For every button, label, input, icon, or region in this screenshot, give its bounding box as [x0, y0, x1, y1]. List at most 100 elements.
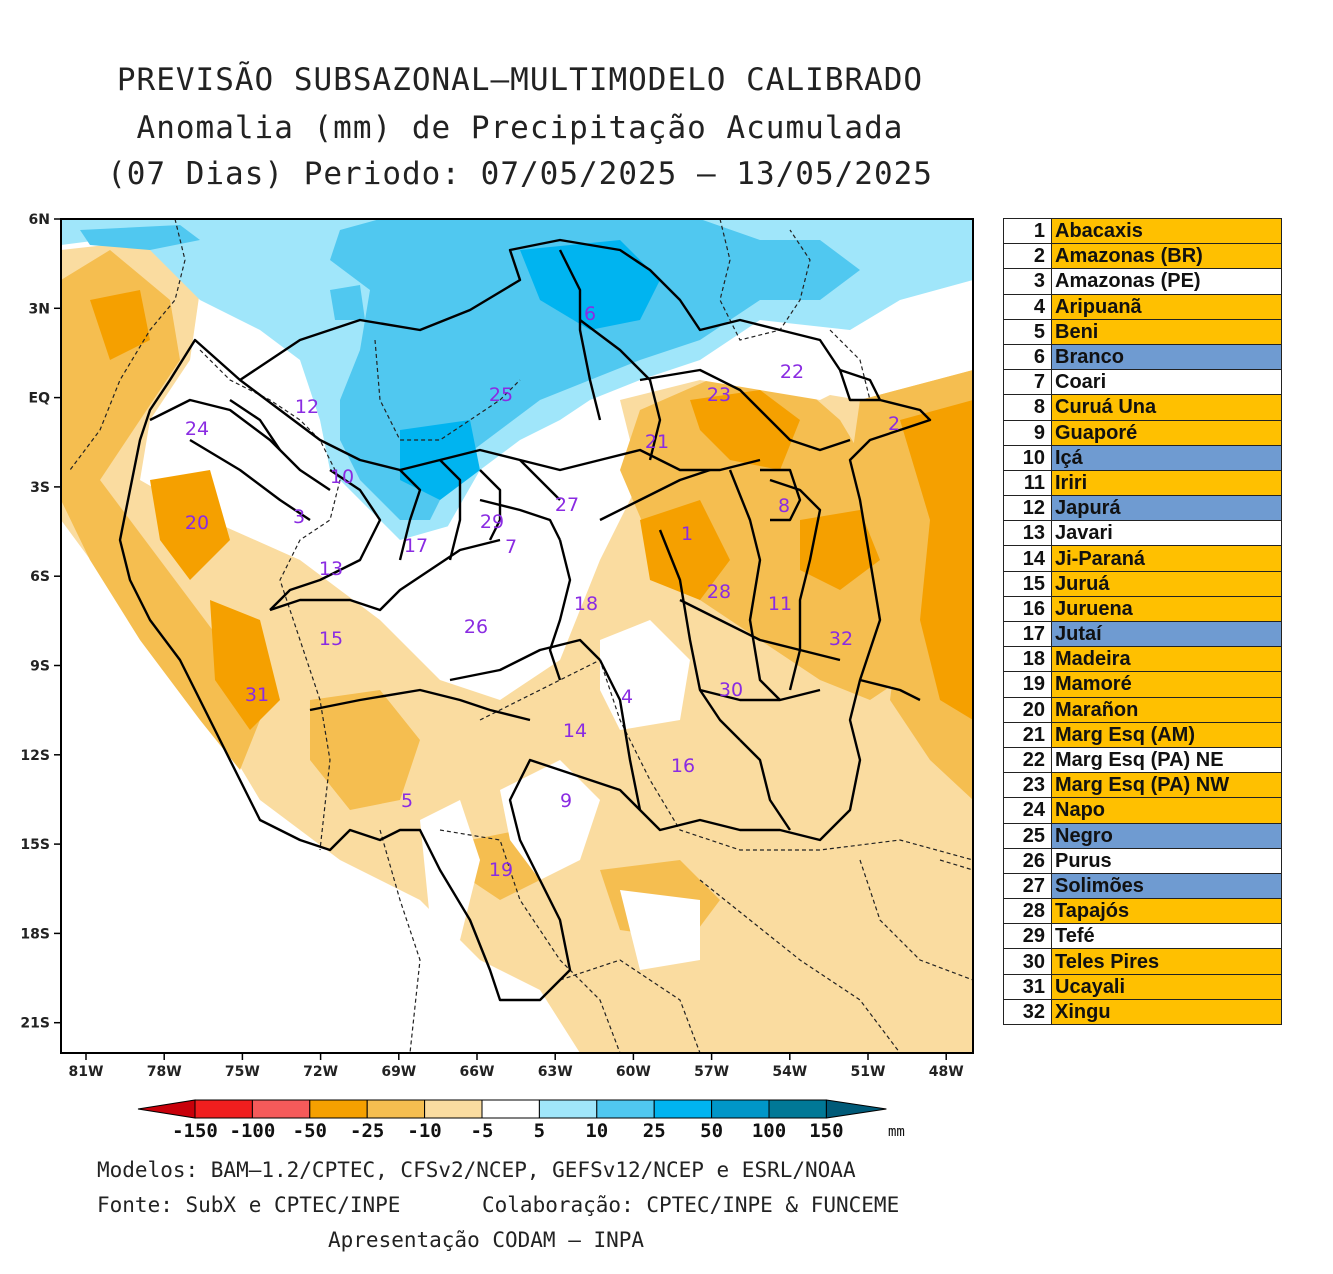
legend-row: 4 Aripuanã: [1003, 293, 1282, 320]
legend-number: 19: [1003, 671, 1052, 698]
legend-number: 24: [1003, 797, 1052, 824]
legend-number: 2: [1003, 243, 1052, 270]
basin-label-18: 18: [574, 593, 598, 615]
legend-basin-name: Napo: [1051, 797, 1282, 824]
legend-basin-name: Curuá Una: [1051, 394, 1282, 421]
legend-basin-name: Solimões: [1051, 872, 1282, 900]
legend-number: 27: [1003, 872, 1052, 900]
legend-basin-name: Teles Pires: [1051, 948, 1282, 975]
colorbar-tick-label: 50: [700, 1120, 723, 1142]
legend-number: 14: [1003, 545, 1052, 572]
colorbar-unit: mm: [888, 1124, 905, 1140]
legend-number: 26: [1003, 847, 1052, 874]
legend-row: 10 Içá: [1003, 444, 1282, 471]
colorbar-cell: [309, 1099, 368, 1119]
legend-number: 1: [1003, 217, 1052, 245]
lat-label: 9S: [30, 659, 50, 675]
basin-label-10: 10: [330, 466, 354, 488]
legend-basin-name: Içá: [1051, 444, 1282, 471]
basin-label-24: 24: [185, 418, 209, 440]
legend-row: 27 Solimões: [1003, 872, 1282, 900]
legend-row: 1 Abacaxis: [1003, 217, 1282, 245]
lat-label: 12S: [20, 748, 50, 764]
longitude-axis: 81W 78W 75W 72W 69W 66W 63W 60W 57W 54W 51W 48W: [69, 1053, 964, 1080]
legend-row: 30 Teles Pires: [1003, 948, 1282, 975]
legend-row: 11 Iriri: [1003, 469, 1282, 497]
basin-label-25: 25: [489, 384, 513, 406]
basin-label-30: 30: [719, 679, 743, 701]
basin-label-9: 9: [560, 790, 572, 812]
colorbar-cell: [653, 1099, 713, 1119]
legend-basin-name: Juruá: [1051, 570, 1282, 597]
legend-row: 22 Marg Esq (PA) NE: [1003, 746, 1282, 774]
basin-label-6: 6: [584, 303, 596, 325]
basin-label-4: 4: [621, 686, 633, 708]
lon-label: 78W: [147, 1064, 182, 1080]
legend-row: 6 Branco: [1003, 343, 1282, 371]
lat-label: 15S: [20, 837, 50, 853]
basin-label-3: 3: [293, 506, 305, 528]
legend-number: 15: [1003, 570, 1052, 597]
legend-number: 30: [1003, 948, 1052, 975]
basin-label-2: 2: [888, 413, 900, 435]
legend-basin-name: Marg Esq (PA) NW: [1051, 772, 1282, 799]
legend-row: 8 Curuá Una: [1003, 394, 1282, 421]
colorbar-tick-label: -50: [293, 1120, 327, 1142]
legend-row: 13 Javari: [1003, 520, 1282, 547]
legend-row: 24 Napo: [1003, 797, 1282, 824]
colorbar-left-arrow: [137, 1099, 196, 1119]
legend-number: 16: [1003, 595, 1052, 623]
legend-row: 2 Amazonas (BR): [1003, 243, 1282, 270]
colorbar: -150 -100 -50 -25 -10 -5 5 10 25 50 100 150 mm: [137, 1099, 905, 1142]
colorbar-cell: [481, 1099, 540, 1119]
legend-basin-name: Aripuanã: [1051, 293, 1282, 320]
legend-basin-name: Guaporé: [1051, 419, 1282, 446]
lon-label: 72W: [303, 1064, 338, 1080]
basin-label-19: 19: [489, 859, 513, 881]
basin-boundaries: [118, 238, 932, 1002]
title-line-1: PREVISÃO SUBSAZONAL–MULTIMODELO CALIBRAD…: [116, 62, 924, 98]
basin-label-22: 22: [780, 361, 804, 383]
legend-basin-name: Amazonas (PE): [1051, 268, 1282, 295]
lon-label: 48W: [929, 1064, 964, 1080]
legend-row: 3 Amazonas (PE): [1003, 268, 1282, 295]
lat-label: 21S: [20, 1016, 50, 1032]
basin-labels: 1234567891011121314151617181920212223242…: [185, 303, 900, 881]
footer-models: Modelos: BAM–1.2/CPTEC, CFSv2/NCEP, GEFS…: [97, 1158, 856, 1182]
legend-row: 29 Tefé: [1003, 923, 1282, 950]
map-panel: 6N 3N EQ 3S 6S 9S 12S 15S 18S 21S 81W 78W 75W 72W 69W…: [0, 200, 1000, 1090]
legend-basin-name: Ucayali: [1051, 973, 1282, 1000]
legend-number: 25: [1003, 822, 1052, 849]
legend-number: 23: [1003, 772, 1052, 799]
lon-label: 54W: [772, 1064, 807, 1080]
legend-row: 28 Tapajós: [1003, 898, 1282, 925]
basin-label-14: 14: [563, 720, 587, 742]
legend-basin-name: Negro: [1051, 822, 1282, 849]
basin-label-16: 16: [671, 755, 695, 777]
legend-basin-name: Madeira: [1051, 646, 1282, 673]
legend-row: 26 Purus: [1003, 847, 1282, 874]
lat-label: 6S: [30, 569, 50, 585]
legend-row: 17 Jutaí: [1003, 620, 1282, 648]
lon-label: 51W: [851, 1064, 886, 1080]
latitude-axis: 6N 3N EQ 3S 6S 9S 12S 15S 18S 21S: [20, 212, 61, 1032]
legend-number: 31: [1003, 973, 1052, 1000]
colorbar-cell: [366, 1099, 426, 1119]
colorbar-tick-label: -150: [172, 1120, 218, 1142]
legend-basin-name: Jutaí: [1051, 620, 1282, 648]
colorbar-tick-label: -10: [407, 1120, 441, 1142]
legend-row: 5 Beni: [1003, 318, 1282, 345]
lat-label: 3N: [29, 301, 50, 317]
colorbar-tick-label: -25: [350, 1120, 384, 1142]
legend-row: 25 Negro: [1003, 822, 1282, 849]
basin-label-5: 5: [401, 790, 413, 812]
lat-label: 3S: [30, 480, 50, 496]
legend-number: 4: [1003, 293, 1052, 320]
legend-number: 18: [1003, 646, 1052, 673]
lat-label: EQ: [29, 391, 51, 407]
colorbar-tick-label: 100: [752, 1120, 786, 1142]
legend-basin-name: Tefé: [1051, 923, 1282, 950]
basin-label-7: 7: [505, 536, 517, 558]
footer-source: Fonte: SubX e CPTEC/INPE: [97, 1193, 401, 1217]
colorbar-cell: [194, 1099, 253, 1119]
